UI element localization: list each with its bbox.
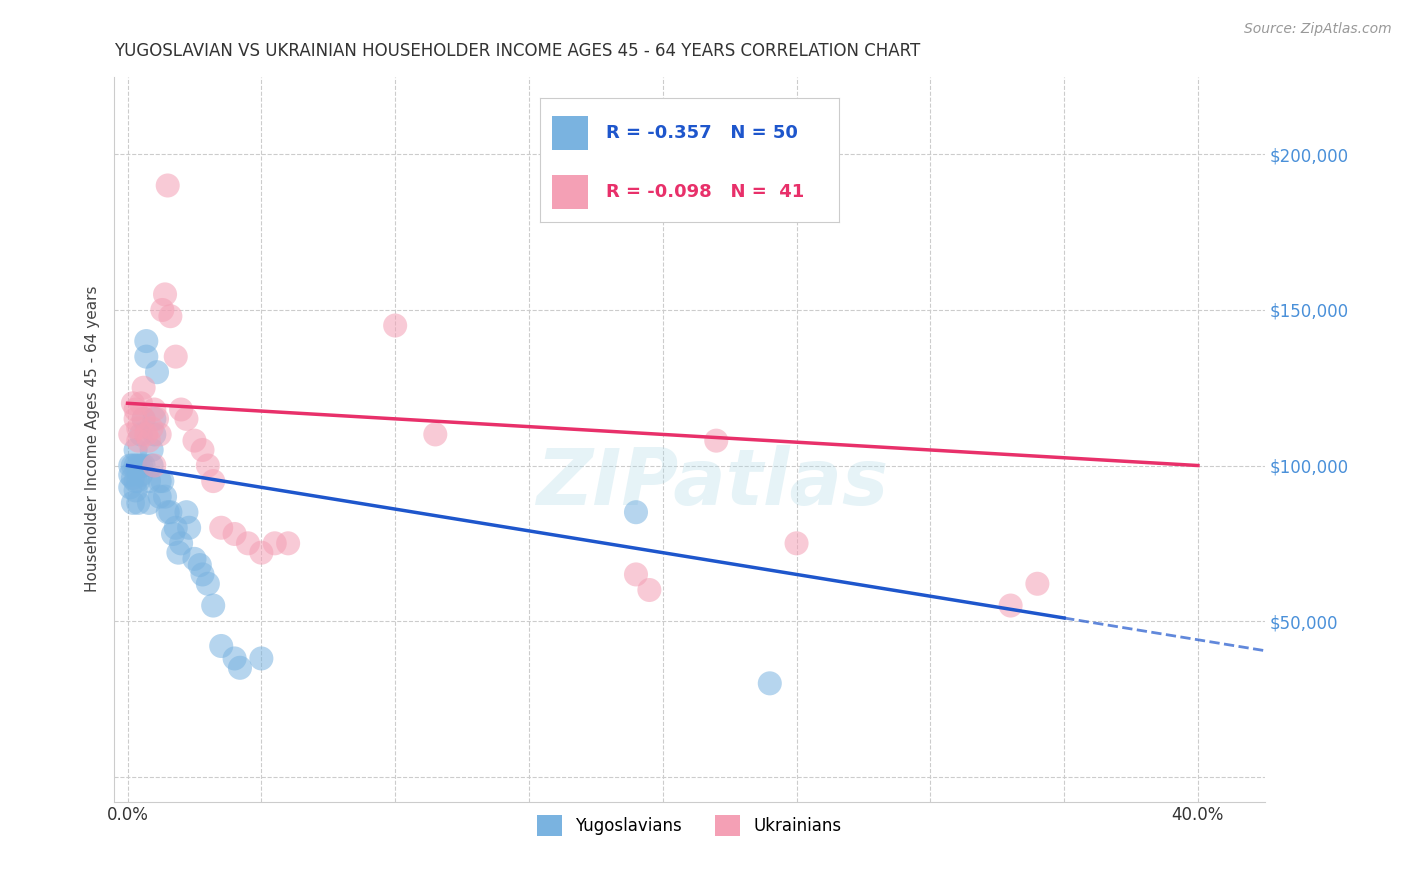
Point [263,536,285,550]
Text: ZIPatlas: ZIPatlas [537,444,889,521]
Point [156,505,179,519]
Legend: Yugoslavians, Ukrainians: Yugoslavians, Ukrainians [529,807,851,844]
Point [138,496,160,510]
Point [143,427,166,442]
Point [120,427,142,442]
Point [183,552,205,566]
Point [124,474,146,488]
Point [167,546,190,560]
Point [197,576,219,591]
Point [127,458,149,473]
Point [127,496,149,510]
Point [132,458,155,473]
Point [135,427,157,442]
Text: Source: ZipAtlas.com: Source: ZipAtlas.com [1244,22,1392,37]
Point [141,421,163,435]
Point [170,536,193,550]
Point [170,402,193,417]
Point [156,178,179,193]
Point [236,536,259,550]
Point [176,505,198,519]
Point [624,505,647,519]
Point [127,474,149,488]
Point [141,458,163,473]
Point [150,474,173,488]
Point [250,546,273,560]
Point [277,536,299,550]
Point [129,467,152,482]
Point [165,521,187,535]
Point [209,521,232,535]
Point [132,381,155,395]
Point [122,396,145,410]
Point [143,412,166,426]
Point [188,558,211,573]
Point [124,402,146,417]
Point [138,474,160,488]
Point [638,582,661,597]
Point [132,412,155,426]
Point [135,334,157,348]
Point [135,350,157,364]
Point [120,467,142,482]
Point [132,412,155,426]
Point [162,527,184,541]
Point [143,402,166,417]
Point [202,599,225,613]
Point [197,458,219,473]
Point [209,639,232,653]
Point [141,442,163,457]
Point [165,350,187,364]
Point [143,458,166,473]
Point [704,434,727,448]
Point [384,318,406,333]
Point [176,412,198,426]
Point [150,302,173,317]
Point [624,567,647,582]
Point [202,474,225,488]
Point [1026,576,1049,591]
Point [229,661,252,675]
Point [1000,599,1022,613]
Point [124,458,146,473]
Point [250,651,273,665]
Y-axis label: Householder Income Ages 45 - 64 years: Householder Income Ages 45 - 64 years [86,285,100,592]
Point [224,651,246,665]
Point [146,365,169,379]
Point [120,480,142,494]
Point [759,676,782,690]
Point [159,505,181,519]
Point [191,567,214,582]
Point [138,434,160,448]
Point [179,521,201,535]
Point [122,458,145,473]
Point [129,427,152,442]
Point [129,458,152,473]
Point [127,421,149,435]
Point [425,427,447,442]
Point [149,490,172,504]
Point [127,434,149,448]
Point [124,442,146,457]
Point [120,458,142,473]
Point [191,442,214,457]
Point [183,434,205,448]
Text: YUGOSLAVIAN VS UKRAINIAN HOUSEHOLDER INCOME AGES 45 - 64 YEARS CORRELATION CHART: YUGOSLAVIAN VS UKRAINIAN HOUSEHOLDER INC… [114,42,921,60]
Point [124,483,146,498]
Point [224,527,246,541]
Point [124,412,146,426]
Point [153,287,176,301]
Point [159,309,181,323]
Point [122,471,145,485]
Point [146,412,169,426]
Point [122,496,145,510]
Point [129,396,152,410]
Point [149,427,172,442]
Point [149,474,172,488]
Point [153,490,176,504]
Point [786,536,808,550]
